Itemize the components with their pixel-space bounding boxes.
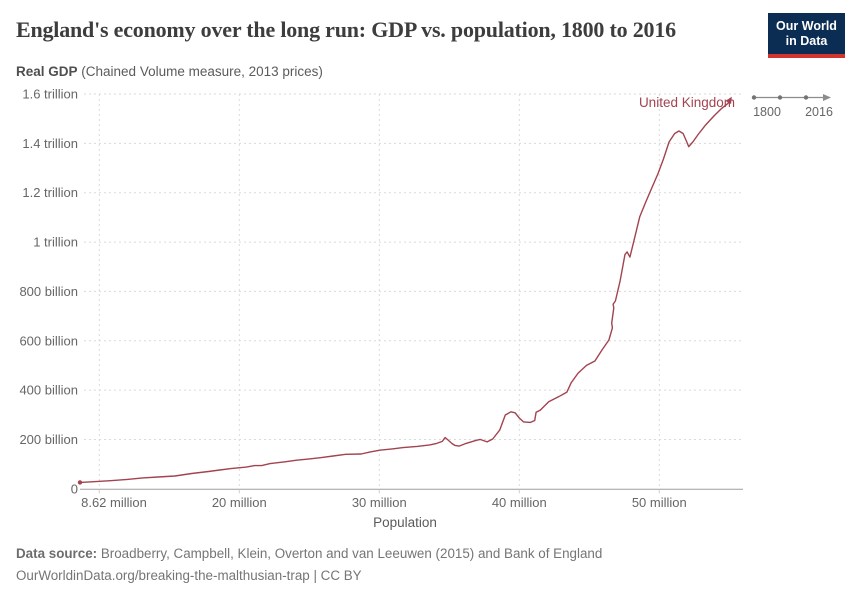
vertical-gridlines	[98, 94, 660, 489]
y-tick-1-6t: 1.6 trillion	[22, 87, 78, 102]
uk-line	[79, 100, 730, 484]
license-line: OurWorldinData.org/breaking-the-malthusi…	[16, 565, 602, 587]
y-tick-400b: 400 billion	[19, 383, 78, 398]
x-tick-min: 8.62 million	[81, 495, 147, 510]
y-tick-800b: 800 billion	[19, 284, 78, 299]
x-tick-40m: 40 million	[492, 495, 547, 510]
x-tick-30m: 30 million	[352, 495, 407, 510]
y-axis-labels: 0 200 billion 400 billion 600 billion 80…	[19, 87, 78, 497]
owid-logo[interactable]: Our World in Data	[768, 13, 845, 58]
x-tick-50m: 50 million	[632, 495, 687, 510]
y-tick-600b: 600 billion	[19, 333, 78, 348]
data-source-label: Data source:	[16, 546, 98, 561]
uk-series-arrowhead	[725, 96, 732, 104]
timeline-dot-mid1	[777, 95, 783, 100]
timeline-start-year: 1800	[753, 105, 781, 119]
horizontal-gridlines	[84, 93, 743, 440]
timeline-dot-mid2	[803, 95, 809, 100]
y-axis-title: Real GDP (Chained Volume measure, 2013 p…	[16, 64, 323, 79]
timeline-dot-start	[751, 95, 757, 100]
uk-series: United Kingdom	[77, 95, 735, 485]
x-tick-20m: 20 million	[212, 495, 267, 510]
y-axis-title-rest: (Chained Volume measure, 2013 prices)	[77, 64, 323, 79]
y-tick-0: 0	[71, 482, 78, 497]
data-source-text: Broadberry, Campbell, Klein, Overton and…	[97, 546, 603, 561]
owid-logo-line1: Our World	[776, 18, 837, 33]
uk-series-start-dot	[77, 480, 83, 485]
chart-footer: Data source: Broadberry, Campbell, Klein…	[16, 543, 602, 587]
timeline-arrow-icon	[823, 94, 831, 101]
owid-logo-line2: in Data	[785, 33, 828, 48]
footer-link[interactable]: OurWorldinData.org/breaking-the-malthusi…	[16, 568, 310, 583]
y-tick-1-2t: 1.2 trillion	[22, 185, 78, 200]
y-tick-1-4t: 1.4 trillion	[22, 136, 78, 151]
y-axis-title-bold: Real GDP	[16, 64, 78, 79]
license-text: | CC BY	[309, 568, 362, 583]
x-axis-labels: 8.62 million 20 million 30 million 40 mi…	[81, 495, 687, 510]
timeline-widget: 1800 2016	[751, 94, 833, 119]
y-tick-1t: 1 trillion	[33, 235, 78, 250]
x-axis-ticks	[98, 489, 660, 494]
data-source-line: Data source: Broadberry, Campbell, Klein…	[16, 543, 602, 565]
page-title: England's economy over the long run: GDP…	[16, 17, 676, 42]
x-axis-title: Population	[373, 515, 437, 530]
timeline-end-year: 2016	[805, 105, 833, 119]
uk-series-label: United Kingdom	[639, 95, 735, 110]
y-tick-200b: 200 billion	[19, 432, 78, 447]
